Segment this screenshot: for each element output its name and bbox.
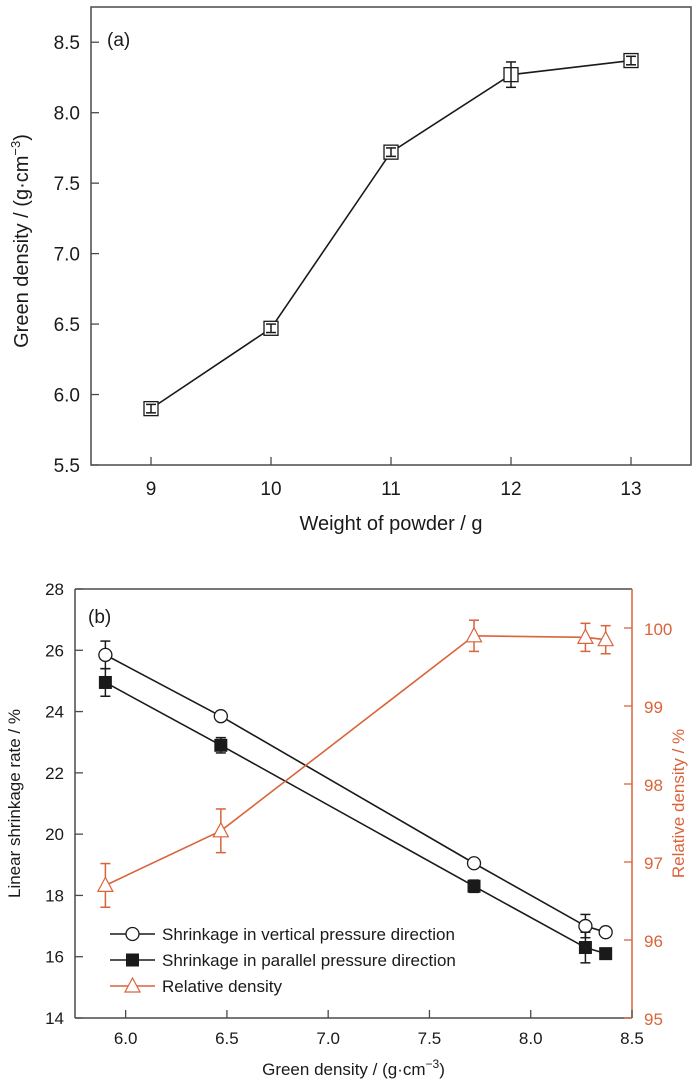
panel-a-series xyxy=(143,52,639,417)
y-tick-label: 8.0 xyxy=(54,104,80,125)
panel-a-label: (a) xyxy=(107,30,130,51)
panel-a-frame xyxy=(90,6,692,466)
panel-b-right-y-axis-title: Relative density / % xyxy=(669,729,688,878)
panel-a-y-axis-title-close: ) xyxy=(11,134,33,141)
data-point xyxy=(98,647,113,663)
panel-b-x-axis-title-main: Green density / (g·cm xyxy=(262,1060,425,1079)
panel-b-chart: 6.0 6.5 7.0 7.5 8.0 8.5 14 16 18 20 22 24 26 28 95 96… xyxy=(5,580,688,1079)
legend-label: Shrinkage in parallel pressure direction xyxy=(162,951,456,970)
data-point xyxy=(212,821,230,838)
y-tick-label: 5.5 xyxy=(54,456,80,477)
legend-marker xyxy=(125,926,140,942)
x-tick-label: 10 xyxy=(260,479,281,500)
data-point xyxy=(467,879,481,893)
panel-b-y-ticks: 14 16 18 20 22 24 26 28 xyxy=(45,580,83,1028)
panel-b-y-axis-title: Linear shrinkage rate / % xyxy=(5,709,24,898)
panel-a-y-axis-title-main: Green density / (g·cm xyxy=(11,156,33,348)
series-line xyxy=(150,59,632,410)
panel-a-y-axis-title-sup: −3 xyxy=(8,141,23,156)
series-line xyxy=(104,681,606,955)
y-tick-label: 18 xyxy=(45,886,64,905)
panel-b-x-axis-title: Green density / (g·cm−3) xyxy=(262,1057,445,1079)
data-point xyxy=(598,925,613,940)
series-line xyxy=(105,654,606,933)
y-tick-label: 14 xyxy=(45,1009,64,1028)
data-point xyxy=(465,626,483,643)
panel-a-y-axis-title: Green density / (g·cm−3) xyxy=(8,134,33,348)
legend-item: Shrinkage in vertical pressure direction xyxy=(110,925,455,944)
x-tick-label: 13 xyxy=(620,479,641,500)
y-tick-label: 6.0 xyxy=(54,386,80,407)
y-tick-label: 20 xyxy=(45,825,64,844)
panel-b-series xyxy=(96,619,615,964)
y-tick-label: 8.5 xyxy=(54,33,80,54)
x-tick-label: 7.0 xyxy=(316,1029,340,1048)
right-y-tick-label: 99 xyxy=(644,698,663,717)
data-point xyxy=(466,856,482,871)
right-y-tick-label: 97 xyxy=(644,854,663,873)
x-tick-label: 12 xyxy=(500,479,521,500)
x-tick-label: 8.0 xyxy=(519,1029,543,1048)
data-point xyxy=(214,738,228,752)
legend-marker xyxy=(123,976,142,993)
panel-b-legend: Shrinkage in vertical pressure direction… xyxy=(110,925,456,996)
y-tick-label: 26 xyxy=(45,641,64,660)
series-line xyxy=(105,634,606,887)
panel-b-right-y-ticks: 95 96 97 98 99 100 xyxy=(624,620,672,1029)
x-tick-label: 6.5 xyxy=(215,1029,239,1048)
error-bar xyxy=(146,403,156,414)
error-bar xyxy=(626,55,636,66)
y-tick-label: 7.0 xyxy=(54,245,80,266)
data-point xyxy=(578,918,593,934)
x-tick-label: 7.5 xyxy=(418,1029,442,1048)
panel-a-y-ticks: 5.5 6.0 6.5 7.0 7.5 8.0 8.5 xyxy=(54,33,99,477)
legend-label: Relative density xyxy=(162,977,283,996)
y-tick-label: 6.5 xyxy=(54,315,80,336)
x-tick-label: 6.0 xyxy=(114,1029,138,1048)
right-y-tick-label: 96 xyxy=(644,932,663,951)
data-point xyxy=(578,941,592,955)
y-tick-label: 7.5 xyxy=(54,174,80,195)
x-tick-label: 9 xyxy=(146,479,157,500)
right-y-tick-label: 100 xyxy=(644,620,672,639)
panel-b-label: (b) xyxy=(88,607,111,628)
panel-a-x-axis-title: Weight of powder / g xyxy=(299,513,482,535)
panel-a-x-ticks: 9 10 11 12 13 xyxy=(146,457,642,500)
x-tick-label: 11 xyxy=(381,479,401,500)
legend-item: Shrinkage in parallel pressure direction xyxy=(110,951,456,970)
panel-a-chart: 9 10 11 12 13 5.5 6.0 6.5 7.0 7.5 8.0 8.5 (a) Weig… xyxy=(8,6,692,535)
error-bar xyxy=(266,323,276,334)
error-bar xyxy=(386,147,396,158)
panel-b-x-axis-title-close: ) xyxy=(439,1060,445,1079)
data-point xyxy=(98,675,112,689)
y-tick-label: 24 xyxy=(45,703,64,722)
right-y-tick-label: 98 xyxy=(644,776,663,795)
panel-b-x-axis-title-sup: −3 xyxy=(426,1057,440,1071)
y-tick-label: 28 xyxy=(45,580,64,599)
x-tick-label: 8.5 xyxy=(620,1029,644,1048)
data-point xyxy=(597,630,615,647)
data-point xyxy=(576,628,594,644)
panel-b-x-ticks: 6.0 6.5 7.0 7.5 8.0 8.5 xyxy=(114,1010,644,1048)
legend-marker xyxy=(126,953,139,967)
y-tick-label: 16 xyxy=(45,948,64,967)
legend-item: Relative density xyxy=(110,976,283,996)
right-y-tick-label: 95 xyxy=(644,1010,663,1029)
data-point xyxy=(96,876,114,893)
data-point xyxy=(599,947,613,961)
data-point xyxy=(213,709,228,724)
error-bar xyxy=(506,61,516,89)
y-tick-label: 22 xyxy=(45,764,64,783)
legend-label: Shrinkage in vertical pressure direction xyxy=(162,925,455,944)
